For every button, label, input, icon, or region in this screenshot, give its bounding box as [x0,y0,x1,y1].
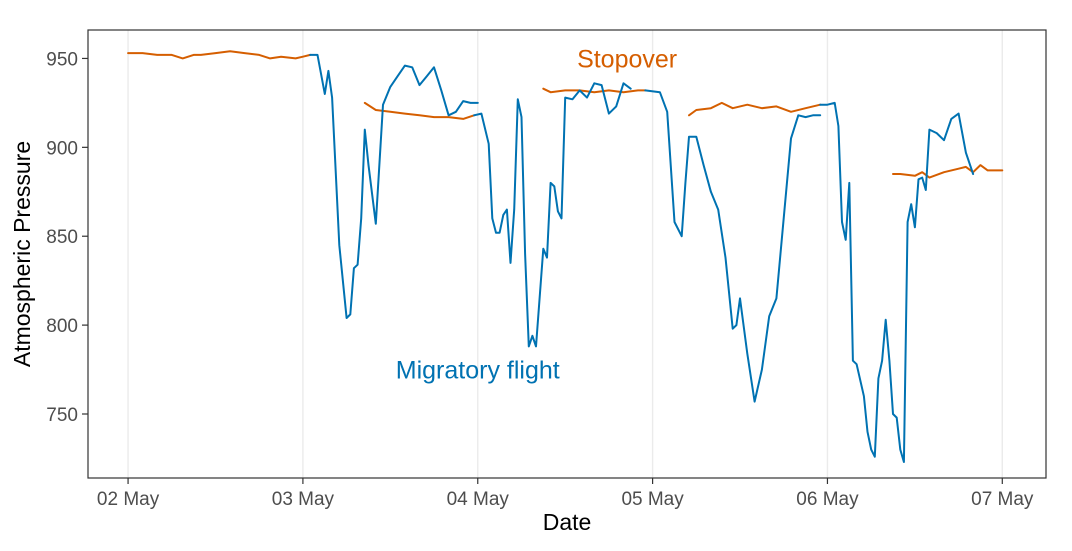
stopover-segment-2 [363,101,476,120]
migratory-flight-segment-6 [309,53,479,319]
x-axis: 02 May 03 May 04 May 05 May 06 May 07 May [97,478,1034,510]
y-tick-label: 750 [46,405,78,426]
y-axis-title: Atmospheric Pressure [9,141,35,367]
y-tick-label: 800 [46,316,78,337]
y-tick-label: 900 [46,138,78,159]
migratory-flight-segment-8 [644,89,822,403]
x-tick-label: 02 May [97,489,160,510]
annotations: Stopover Migratory flight [396,45,677,384]
series-lines [127,50,1004,463]
y-tick-label: 850 [46,227,78,248]
stopover-segment-5 [892,164,1004,179]
x-tick-label: 07 May [971,489,1034,510]
migratory-flight-segment-7 [473,82,632,348]
x-tick-label: 03 May [272,489,335,510]
plot-panel-border [87,29,1047,479]
stopover-segment-4 [688,101,822,117]
y-tick-label: 950 [46,49,78,70]
migratory-flight-label: Migratory flight [396,356,560,384]
x-tick-label: 04 May [447,489,510,510]
x-tick-label: 06 May [796,489,859,510]
y-axis: 750 800 850 900 950 [46,49,88,426]
x-axis-title: Date [543,509,592,535]
stopover-label: Stopover [577,45,677,73]
stopover-segment-3 [542,87,647,94]
migratory-flight-segment-9 [819,101,975,463]
stopover-segment-1 [127,50,312,60]
x-tick-label: 05 May [621,489,684,510]
